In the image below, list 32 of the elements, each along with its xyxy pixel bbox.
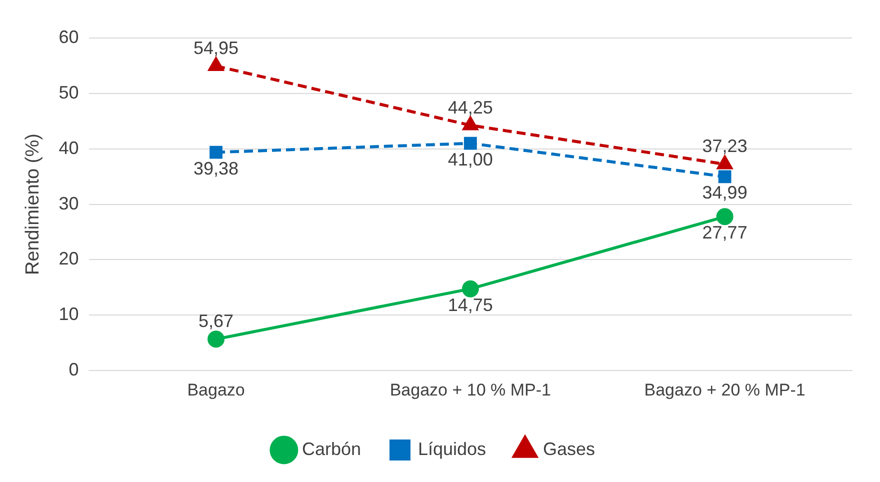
y-tick-label: 60 — [58, 26, 79, 47]
point — [210, 146, 222, 159]
x-tick-label: Bagazo — [187, 380, 245, 400]
point — [208, 57, 224, 71]
y-tick-label: 50 — [58, 82, 79, 102]
data-label: 14,75 — [448, 294, 493, 315]
data-label: 39,38 — [193, 158, 239, 178]
legend-label: Carbón — [302, 438, 361, 459]
data-label: 27,77 — [702, 222, 748, 243]
data-label: 41,00 — [448, 149, 493, 170]
y-axis-title: Rendimiento (%) — [22, 134, 44, 276]
point — [717, 156, 732, 170]
point — [716, 208, 734, 226]
y-tick-label: 0 — [68, 360, 79, 380]
x-tick-label: Bagazo + 20 % MP-1 — [644, 380, 806, 400]
point — [208, 330, 225, 348]
point — [462, 280, 479, 298]
legend-label: Líquidos — [418, 438, 486, 459]
data-label: 54,95 — [193, 38, 239, 58]
y-tick-label: 20 — [58, 248, 79, 269]
y-tick-label: 40 — [58, 138, 79, 158]
legend-label: Gases — [543, 438, 596, 459]
y-tick-label: 10 — [58, 304, 79, 324]
data-label: 44,25 — [448, 97, 493, 118]
x-tick-label: Bagazo + 10 % MP-1 — [390, 380, 551, 400]
y-tick-label: 30 — [58, 193, 79, 214]
data-label: 5,67 — [198, 311, 234, 332]
point — [462, 116, 478, 130]
data-label: 37,23 — [702, 136, 748, 156]
point — [464, 136, 477, 150]
point — [718, 170, 732, 184]
data-label: 34,99 — [702, 182, 748, 203]
